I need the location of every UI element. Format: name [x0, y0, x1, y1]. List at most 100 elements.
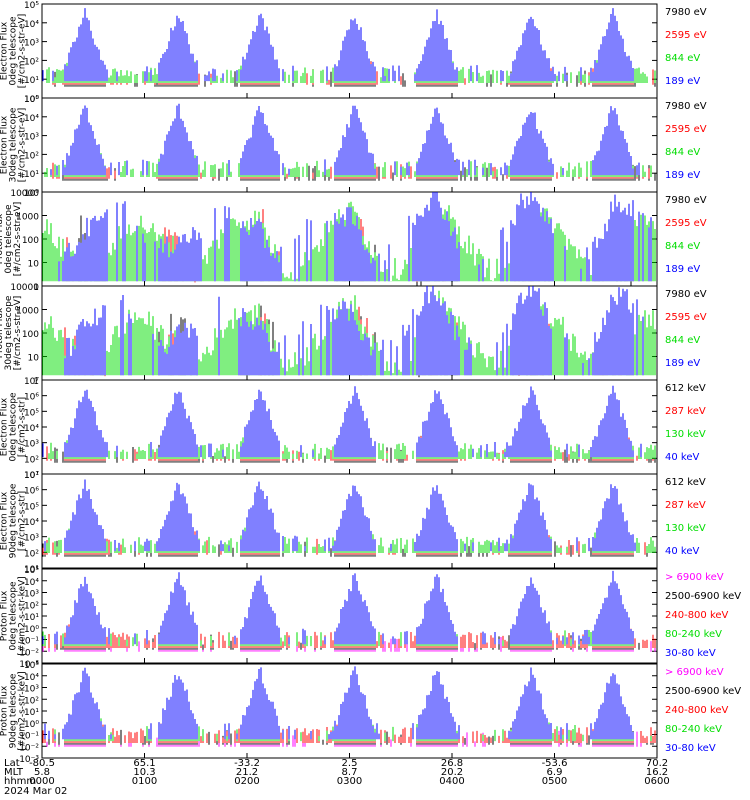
y-tick-label: 10⁶: [24, 393, 39, 403]
y-tick-label: 10⁵: [24, 661, 39, 671]
y-tick-label: 10⁵: [24, 1, 39, 11]
legend-entry: 189 eV: [665, 170, 700, 181]
panel-ylabel: Proton Flux0deg telescope[#/cm2-s-str-eV…: [0, 202, 23, 277]
y-tick-label: 100: [22, 330, 39, 340]
legend-entry: > 6900 keV: [665, 667, 724, 678]
panel-ylabel: MEPEDElectron Flux0deg telescope[#/cm2-s…: [0, 392, 28, 462]
x-tick-label: -33.2: [234, 758, 260, 769]
series-trace: [58, 192, 652, 282]
ylabel-line: MEPED: [0, 505, 1, 537]
x-row-label: hhmm: [4, 776, 36, 787]
ylabel-line: [#/cm2-s-str-eV]: [18, 14, 28, 89]
ylabel-line: 0deg telescope: [9, 392, 19, 462]
y-tick-label: 10²: [24, 57, 39, 67]
legend-entry: 2500-6900 keV: [665, 591, 741, 602]
series-trace: [48, 408, 656, 459]
x-row-label: Lat: [4, 758, 20, 769]
x-tick-label: 16.2: [646, 767, 668, 778]
legend-entry: 844 eV: [665, 147, 700, 158]
series-4-trace: [64, 286, 644, 376]
y-tick-label: 1: [33, 377, 39, 387]
ylabel-line: Electron Flux: [0, 491, 10, 550]
x-tick-label: 5.8: [34, 767, 50, 778]
y-tick-label: 10⁰: [24, 720, 39, 730]
legend-entry: 240-800 keV: [665, 610, 729, 621]
ylabel-line: Proton Flux: [0, 685, 10, 736]
y-tick-label: 10⁻¹: [19, 637, 39, 647]
ylabel-line: 0deg telescope: [9, 581, 19, 651]
panel-5: 10¹ 10² 10³ 10⁴ 10⁵ 10⁶ 10⁷ MEPEDElectron Flux0…: [0, 377, 706, 481]
legend-entry: 2595 eV: [665, 218, 707, 229]
y-tick-label: 10³: [24, 534, 39, 544]
y-tick-label: 10¹: [24, 565, 39, 575]
legend-entry: 130 keV: [665, 523, 706, 534]
series-3-trace: [48, 408, 656, 459]
y-tick-label: 10⁴: [24, 578, 39, 588]
series-trace: [50, 103, 640, 176]
series-4-trace: [42, 8, 634, 82]
y-tick-label: 10⁰: [24, 625, 39, 635]
panel-ylabel: MEPEDProton Flux90deg telescope[#/cm2-s-…: [0, 671, 28, 750]
ylabel-line: 90deg telescope: [9, 673, 19, 748]
x-tick-label: 20.2: [441, 767, 463, 778]
x-tick-label: 10.3: [133, 767, 155, 778]
y-tick-label: 1: [33, 283, 39, 293]
panel-7: 10⁻³10⁻²10⁻¹10⁰10¹10²10³10⁴10⁵MEPEDProto…: [0, 566, 741, 670]
y-tick-label: 10²: [24, 549, 39, 559]
legend-entry: 2595 eV: [665, 312, 707, 323]
y-tick-label: 10000: [10, 283, 39, 293]
legend-entry: 844 eV: [665, 53, 700, 64]
y-tick-label: 10⁷: [24, 471, 39, 481]
x-tick-label: 0400: [439, 776, 464, 787]
legend-entry: 287 keV: [665, 406, 706, 417]
legend-entry: 7980 eV: [665, 7, 707, 18]
x-tick-label: -53.6: [542, 758, 568, 769]
ylabel-line: Electron Flux: [0, 21, 10, 80]
y-tick-label: 10²: [24, 455, 39, 465]
ylabel-line: Electron Flux: [0, 115, 10, 174]
series-2-trace: [46, 404, 654, 461]
ylabel-line: TED: [0, 136, 1, 155]
x-tick-label: 0600: [644, 776, 669, 787]
y-tick-label: 10⁵: [24, 502, 39, 512]
legend-entry: 2595 eV: [665, 124, 707, 135]
ylabel-line: Electron Flux: [0, 397, 10, 456]
series-5-trace: [42, 570, 634, 645]
legend-entry: 2595 eV: [665, 30, 707, 41]
ylabel-line: [#/cm2-s-str-keV]: [18, 576, 28, 655]
legend-entry: 40 keV: [665, 546, 699, 557]
ylabel-line: Proton Flux: [0, 307, 5, 358]
legend-entry: 80-240 keV: [665, 629, 722, 640]
y-tick-label: 1000: [16, 307, 39, 317]
legend-entry: 189 eV: [665, 264, 700, 275]
ylabel-line: [#/cm2-s-str-eV]: [13, 296, 23, 371]
panel-1: 10⁰ 10¹ 10² 10³ 10⁴ 10⁵ TEDElectron Flux0deg t…: [0, 1, 707, 105]
ylabel-line: TED: [0, 42, 1, 61]
x-tick-label: 0500: [542, 776, 567, 787]
legend-entry: 2500-6900 keV: [665, 686, 741, 697]
series-4-trace: [44, 479, 636, 552]
series-trace: [44, 666, 634, 740]
y-tick-label: 10⁴: [24, 20, 39, 30]
y-tick-label: 10¹: [24, 471, 39, 481]
ylabel-line: MEPED: [0, 411, 1, 443]
panel-ylabel: TEDElectron Flux0deg telescope[#/cm2-s-s…: [0, 14, 28, 89]
legend-entry: 189 eV: [665, 358, 700, 369]
x-tick-label: 0100: [132, 776, 157, 787]
y-tick-label: 10⁰: [24, 95, 39, 105]
legend-entry: 189 eV: [665, 76, 700, 87]
ylabel-line: Proton Flux: [0, 590, 10, 641]
panel-4: 1 10 100 1000 10000 Proton Flux30deg telescop…: [0, 283, 707, 387]
ylabel-line: Proton Flux: [0, 213, 5, 264]
series-trace: [46, 404, 654, 461]
ylabel-line: [#/cm2-s-str-eV]: [18, 108, 28, 183]
series-trace: [64, 286, 644, 376]
panel-8: 10⁻³10⁻²10⁻¹10⁰10¹10²10³10⁴10⁵MEPEDProto…: [0, 661, 741, 765]
ylabel-line: [#/cm2-s-str-keV]: [18, 671, 28, 750]
y-tick-label: 10³: [24, 440, 39, 450]
legend-entry: 130 keV: [665, 429, 706, 440]
legend-entry: 612 keV: [665, 477, 706, 488]
x-tick-label: 2.5: [342, 758, 358, 769]
